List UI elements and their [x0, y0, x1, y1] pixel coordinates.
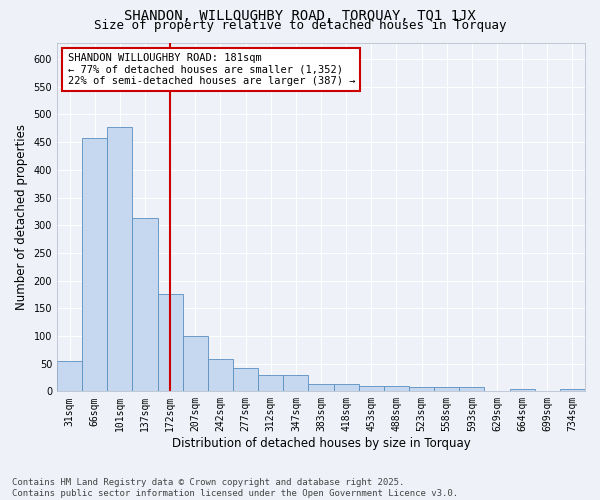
- Text: SHANDON, WILLOUGHBY ROAD, TORQUAY, TQ1 1JX: SHANDON, WILLOUGHBY ROAD, TORQUAY, TQ1 1…: [124, 9, 476, 23]
- Bar: [208, 358, 233, 392]
- Bar: [509, 389, 535, 392]
- Bar: [133, 218, 158, 392]
- Bar: [459, 388, 484, 392]
- Bar: [158, 294, 183, 392]
- Bar: [258, 374, 283, 392]
- Bar: [560, 389, 585, 392]
- Bar: [57, 361, 82, 392]
- Bar: [434, 387, 459, 392]
- Bar: [233, 368, 258, 392]
- Bar: [107, 126, 133, 392]
- Bar: [308, 384, 334, 392]
- Bar: [384, 386, 409, 392]
- Bar: [359, 386, 384, 392]
- Bar: [283, 374, 308, 392]
- Y-axis label: Number of detached properties: Number of detached properties: [15, 124, 28, 310]
- Bar: [334, 384, 359, 392]
- Text: Size of property relative to detached houses in Torquay: Size of property relative to detached ho…: [94, 18, 506, 32]
- X-axis label: Distribution of detached houses by size in Torquay: Distribution of detached houses by size …: [172, 437, 470, 450]
- Bar: [183, 336, 208, 392]
- Text: Contains HM Land Registry data © Crown copyright and database right 2025.
Contai: Contains HM Land Registry data © Crown c…: [12, 478, 458, 498]
- Bar: [409, 387, 434, 392]
- Text: SHANDON WILLOUGHBY ROAD: 181sqm
← 77% of detached houses are smaller (1,352)
22%: SHANDON WILLOUGHBY ROAD: 181sqm ← 77% of…: [68, 53, 355, 86]
- Bar: [82, 138, 107, 392]
